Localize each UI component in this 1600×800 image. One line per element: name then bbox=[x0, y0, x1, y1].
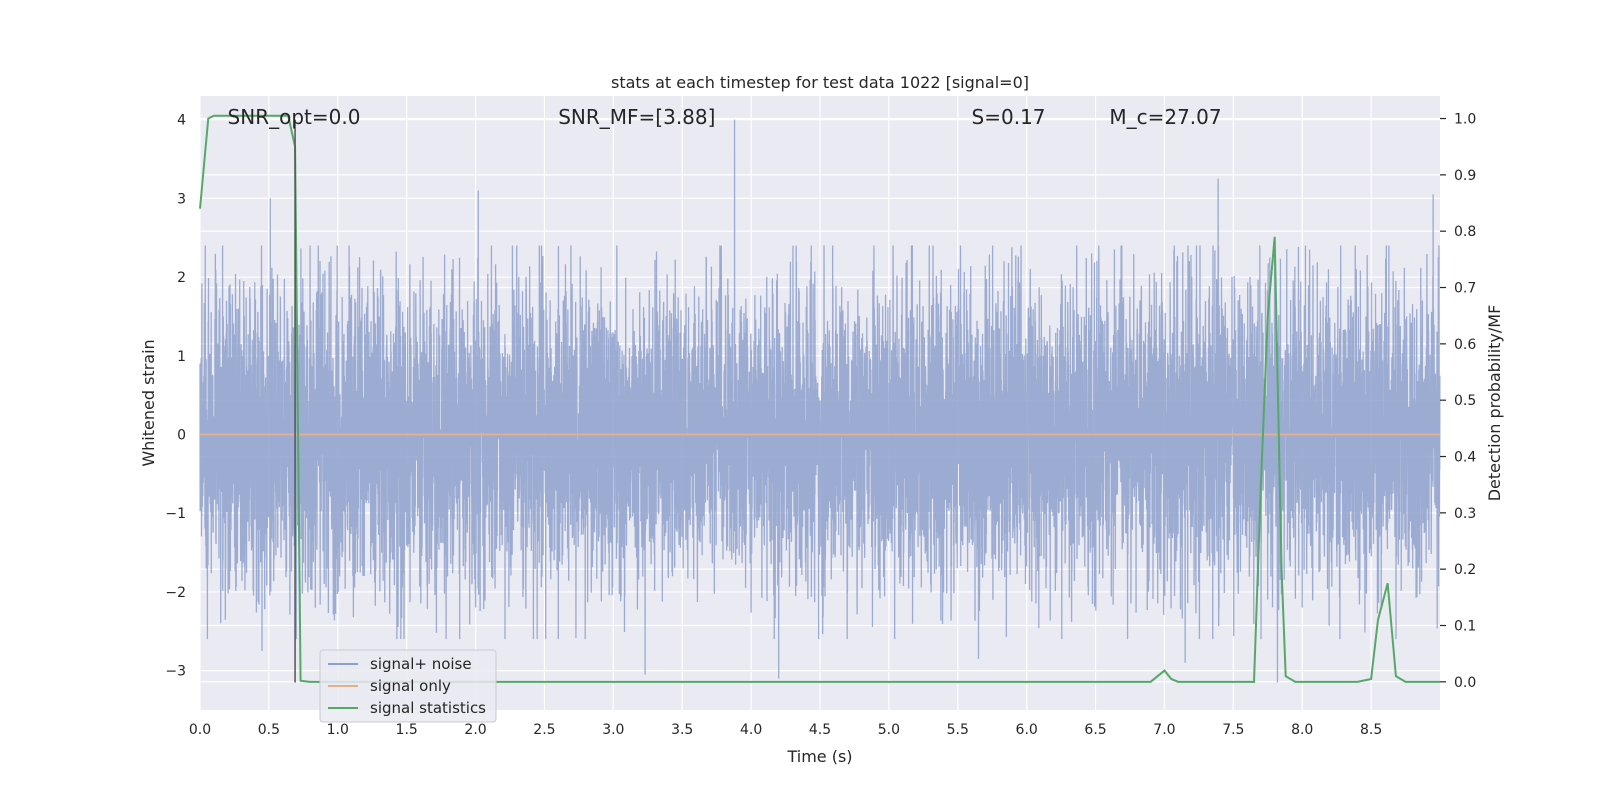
legend-entry: signal only bbox=[370, 677, 451, 695]
x-tick-label: 0.5 bbox=[258, 722, 280, 738]
y2-tick-label: 1.0 bbox=[1454, 112, 1476, 128]
y2-tick-label: 0.9 bbox=[1454, 168, 1476, 184]
y-tick-label: 2 bbox=[177, 270, 186, 286]
x-tick-label: 4.5 bbox=[809, 722, 831, 738]
y2-tick-label: 0.5 bbox=[1454, 393, 1476, 409]
legend-entry: signal+ noise bbox=[370, 655, 472, 673]
annotation-text: SNR_MF=[3.88] bbox=[558, 105, 715, 129]
x-tick-label: 6.0 bbox=[1016, 722, 1038, 738]
x-tick-label: 7.5 bbox=[1222, 722, 1244, 738]
x-tick-label: 6.5 bbox=[1084, 722, 1106, 738]
y-tick-label: 0 bbox=[177, 427, 186, 443]
x-tick-label: 1.0 bbox=[327, 722, 349, 738]
axis-layer: 0.0 0.5 1.0 1.5 2.0 2.5 3.0 3.5 4.0 4.5 5.0 5.5 6.0 6… bbox=[165, 112, 1476, 738]
x-tick-label: 5.0 bbox=[878, 722, 900, 738]
x-tick-label: 2.5 bbox=[533, 722, 555, 738]
chart-title: stats at each timestep for test data 102… bbox=[611, 73, 1029, 92]
x-tick-label: 1.5 bbox=[396, 722, 418, 738]
x-tick-label: 7.0 bbox=[1153, 722, 1175, 738]
y-tick-label: −1 bbox=[165, 506, 186, 522]
legend-entry: signal statistics bbox=[370, 699, 486, 717]
y2-tick-label: 0.8 bbox=[1454, 224, 1476, 240]
series-layer bbox=[199, 114, 1441, 683]
y2-tick-label: 0.2 bbox=[1454, 562, 1476, 578]
annotation-text: M_c=27.07 bbox=[1109, 105, 1221, 129]
y-tick-label: −3 bbox=[165, 664, 186, 680]
series-line-signal-statistics bbox=[199, 114, 1440, 683]
y2-tick-label: 0.6 bbox=[1454, 337, 1476, 353]
x-tick-label: 0.0 bbox=[189, 722, 211, 738]
legend: signal+ noise signal only signal statistic… bbox=[319, 649, 497, 723]
y-axis-label: Whitened strain bbox=[139, 339, 158, 466]
x-tick-label: 8.0 bbox=[1291, 722, 1313, 738]
x-tick-label: 5.5 bbox=[947, 722, 969, 738]
y2-tick-label: 0.0 bbox=[1454, 675, 1476, 691]
x-tick-label: 4.0 bbox=[740, 722, 762, 738]
x-tick-label: 3.0 bbox=[602, 722, 624, 738]
y2-axis-label: Detection probability/MF bbox=[1485, 305, 1504, 502]
y-tick-label: −2 bbox=[165, 585, 186, 601]
x-tick-label: 8.5 bbox=[1360, 722, 1382, 738]
y2-tick-label: 0.4 bbox=[1454, 450, 1476, 466]
annotation-text: SNR_opt=0.0 bbox=[228, 105, 361, 129]
y-tick-label: 3 bbox=[177, 191, 186, 207]
x-tick-label: 2.0 bbox=[464, 722, 486, 738]
x-tick-label: 3.5 bbox=[671, 722, 693, 738]
annotation-layer: SNR_opt=0.0 SNR_MF=[3.88] S=0.17 M_c=27.07 bbox=[228, 105, 1222, 129]
annotation-text: S=0.17 bbox=[972, 105, 1046, 129]
y-tick-label: 4 bbox=[177, 113, 186, 129]
y2-tick-label: 0.1 bbox=[1454, 619, 1476, 635]
y2-tick-label: 0.3 bbox=[1454, 506, 1476, 522]
y2-tick-label: 0.7 bbox=[1454, 281, 1476, 297]
x-axis-label: Time (s) bbox=[786, 747, 852, 766]
y-tick-label: 1 bbox=[177, 349, 186, 365]
legend-box bbox=[319, 649, 497, 723]
